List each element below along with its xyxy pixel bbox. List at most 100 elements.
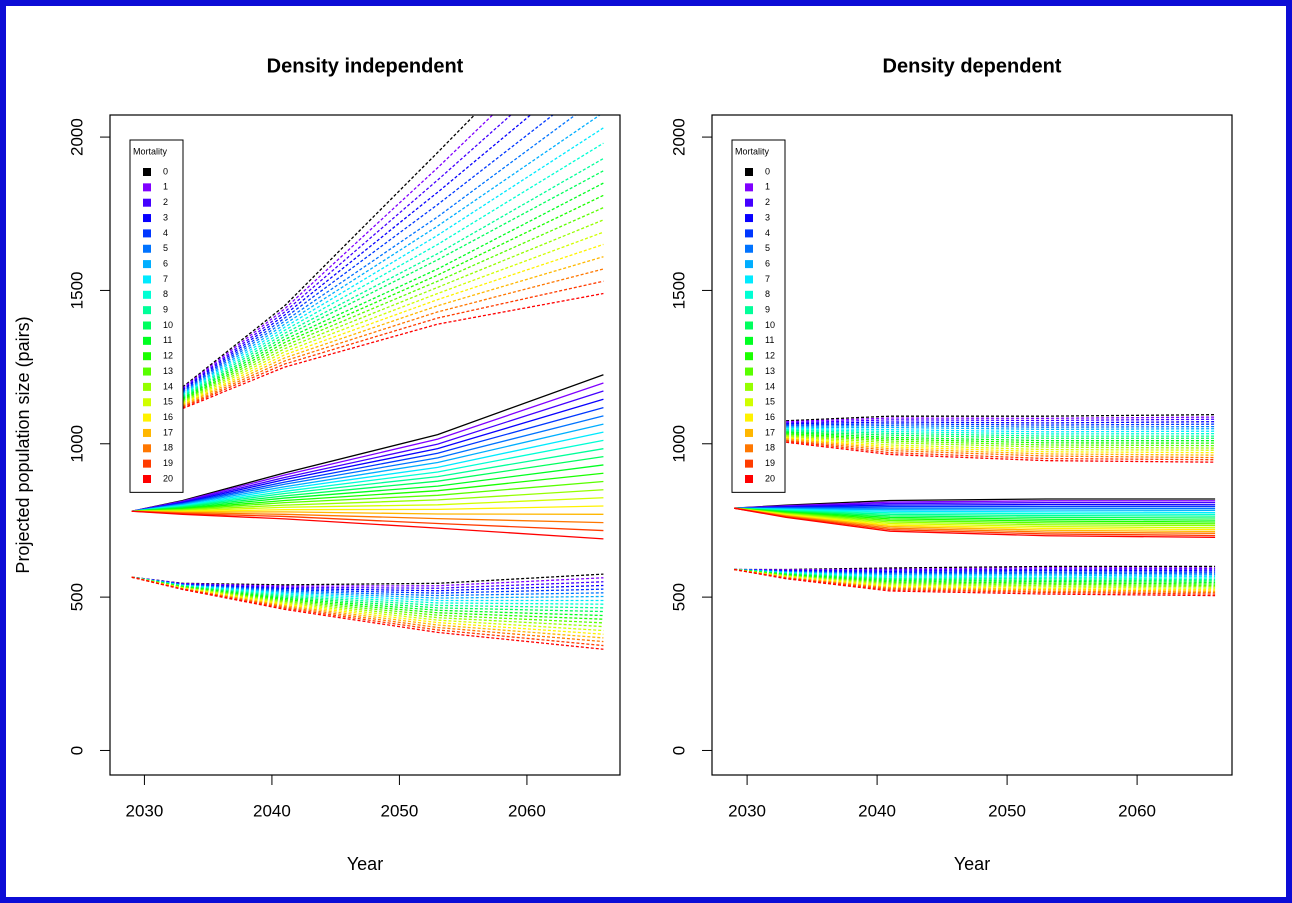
legend-swatch: [143, 336, 151, 345]
plot-border: [109, 114, 621, 776]
legend-swatch: [745, 229, 753, 238]
y-tick-label: 1000: [67, 425, 86, 463]
bound-line: [734, 568, 1216, 578]
legend-label: 2: [163, 197, 168, 207]
legend-label: 9: [765, 305, 770, 315]
legend-label: 3: [765, 212, 770, 222]
bound-line: [786, 436, 1216, 451]
legend-swatch: [143, 306, 151, 315]
plot-area: [131, 115, 604, 650]
x-tick-label: 2060: [508, 801, 546, 820]
bound-line: [182, 256, 604, 406]
legend-swatch: [143, 183, 151, 192]
y-tick-label: 0: [669, 746, 688, 755]
bound-line: [182, 280, 604, 408]
y-tick-label: 2000: [669, 118, 688, 156]
legend-swatch: [745, 275, 753, 284]
bound-line: [182, 127, 604, 395]
bound-line: [131, 576, 604, 589]
x-tick-label: 2060: [1118, 801, 1156, 820]
bound-line: [182, 115, 601, 395]
bound-line: [786, 425, 1216, 428]
median-line: [131, 510, 604, 540]
bound-line: [182, 268, 604, 407]
legend-swatch: [143, 428, 151, 437]
legend-label: 5: [765, 243, 770, 253]
bound-line: [131, 576, 604, 635]
legend-swatch: [143, 382, 151, 391]
panel: Density dependentYear0500100015002000203…: [669, 55, 1233, 874]
bound-line: [131, 573, 604, 586]
legend-label: 8: [163, 289, 168, 299]
bound-line: [786, 416, 1216, 423]
x-tick-label: 2030: [126, 801, 164, 820]
legend-label: 6: [765, 258, 770, 268]
bound-line: [786, 438, 1216, 456]
bound-line: [786, 426, 1216, 431]
legend-swatch: [143, 244, 151, 253]
legend-swatch: [143, 352, 151, 361]
bound-line: [786, 427, 1216, 433]
chart-title: Density independent: [267, 55, 464, 77]
legend-label: 17: [163, 427, 173, 437]
plot-area: [733, 413, 1216, 597]
legend-label: 10: [163, 320, 173, 330]
bound-line: [131, 576, 604, 647]
legend-swatch: [745, 459, 753, 468]
bound-line: [131, 576, 604, 594]
legend-swatch: [143, 475, 151, 483]
bound-line: [182, 115, 577, 393]
legend-swatch: [745, 214, 753, 223]
legend-label: 1: [163, 182, 168, 192]
legend-swatch: [143, 214, 151, 223]
bound-line: [734, 568, 1216, 576]
y-tick-label: 500: [669, 583, 688, 611]
legend-swatch: [745, 398, 753, 407]
legend-label: 16: [163, 412, 173, 422]
legend-label: 15: [163, 397, 173, 407]
bound-line: [182, 219, 604, 403]
legend-swatch: [143, 290, 151, 299]
legend-label: 7: [765, 274, 770, 284]
legend-swatch: [143, 168, 151, 176]
legend-label: 3: [163, 212, 168, 222]
legend-label: 18: [163, 443, 173, 453]
bound-line: [786, 433, 1216, 447]
legend-label: 5: [163, 243, 168, 253]
legend-swatch: [745, 352, 753, 361]
legend-label: 9: [163, 305, 168, 315]
bound-line: [786, 429, 1216, 437]
legend-label: 6: [163, 258, 168, 268]
bound-line: [182, 115, 476, 388]
x-tick-label: 2040: [858, 801, 896, 820]
bound-line: [182, 207, 604, 402]
legend-label: 10: [765, 320, 775, 330]
legend-label: 15: [765, 397, 775, 407]
plot-border: [711, 114, 1233, 776]
bound-line: [182, 243, 604, 405]
legend-swatch: [745, 290, 753, 299]
bound-line: [131, 576, 604, 628]
legend-label: 12: [765, 351, 775, 361]
legend: Mortality0123456789101112131415161718192…: [731, 139, 786, 493]
bound-line: [131, 576, 604, 639]
bound-line: [734, 568, 1216, 584]
legend-swatch: [745, 413, 753, 422]
legend-title: Mortality: [735, 146, 770, 156]
bound-line: [182, 142, 604, 397]
legend-label: 4: [163, 228, 168, 238]
legend-swatch: [143, 260, 151, 269]
legend-box: [129, 139, 184, 493]
legend-swatch: [143, 198, 151, 207]
legend-label: 1: [765, 182, 770, 192]
x-axis-label: Year: [347, 854, 383, 874]
bound-line: [131, 576, 604, 602]
legend-swatch: [143, 413, 151, 422]
x-tick-label: 2040: [253, 801, 291, 820]
bound-line: [131, 576, 604, 587]
legend-label: 11: [765, 335, 774, 345]
bound-line: [734, 565, 1216, 571]
bound-line: [182, 231, 604, 404]
legend-swatch: [745, 444, 753, 453]
